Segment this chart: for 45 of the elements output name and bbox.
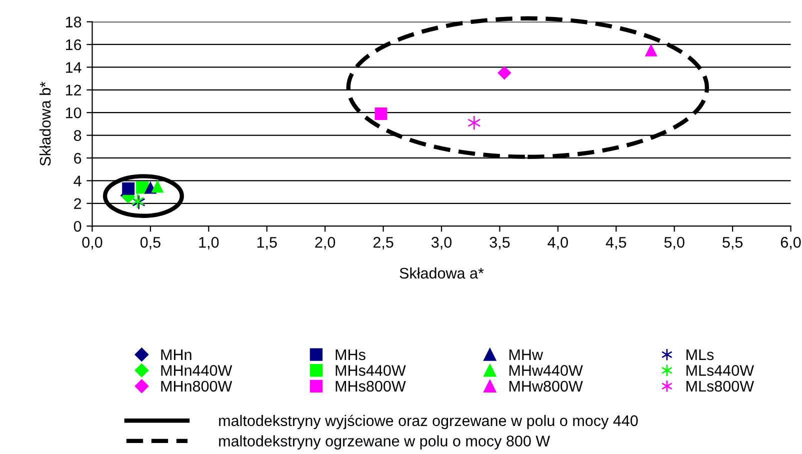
y-tick-label: 8 bbox=[74, 130, 82, 141]
point bbox=[497, 66, 512, 80]
legend-label: MLs bbox=[686, 349, 714, 360]
x-tick-label: 0,5 bbox=[140, 236, 160, 250]
y-tick-label: 16 bbox=[66, 39, 82, 50]
y-tick-label: 2 bbox=[74, 198, 82, 209]
y-tick-label: 12 bbox=[66, 84, 82, 96]
x-tick-label: 4,0 bbox=[548, 236, 568, 250]
y-tick-label: 14 bbox=[66, 62, 82, 73]
legend-label: MLs440W bbox=[686, 365, 754, 376]
x-tick-label: 4,5 bbox=[606, 237, 626, 250]
point bbox=[644, 44, 658, 56]
legend-label: MHw bbox=[509, 349, 544, 360]
text: maltodekstryny ogrzewane w polu o mocy 800 W bbox=[219, 435, 550, 450]
x-tick-label: 3,5 bbox=[490, 236, 510, 250]
x-tick-label: 2,5 bbox=[373, 236, 394, 250]
x-tick-label: 6,0 bbox=[780, 236, 801, 250]
x-tick-label: 1,5 bbox=[257, 237, 277, 250]
x-tick-label: 5,5 bbox=[722, 237, 743, 250]
x-tick-label: 2,0 bbox=[315, 236, 336, 250]
point bbox=[151, 180, 164, 193]
x-tick-label: 0,0 bbox=[82, 236, 102, 250]
y-tick-label: 10 bbox=[66, 107, 82, 118]
point bbox=[468, 116, 480, 130]
legend-label: MHn bbox=[161, 349, 192, 360]
legend-label: MHs bbox=[336, 349, 366, 360]
y-axis-title: Składowa b* bbox=[39, 82, 51, 166]
x-tick-label: 3,0 bbox=[431, 236, 452, 250]
y-tick-label: 4 bbox=[74, 176, 82, 186]
legend-label: MHn440W bbox=[161, 365, 232, 376]
legend-label: MLs800W bbox=[686, 380, 754, 392]
y-tick-label: 6 bbox=[74, 152, 82, 164]
legend-label: MHw800W bbox=[509, 380, 583, 392]
x-axis-title: Składowa a* bbox=[400, 267, 484, 279]
y-tick-label: 0 bbox=[74, 220, 82, 232]
x-tick-label: 1,0 bbox=[199, 236, 219, 250]
legend-label: MHn800W bbox=[161, 380, 232, 392]
point bbox=[374, 107, 388, 120]
point bbox=[122, 182, 135, 195]
legend-label: MHs440W bbox=[336, 365, 406, 376]
legend-label: MHs800W bbox=[336, 380, 406, 392]
y-tick-label: 18 bbox=[66, 16, 82, 28]
x-tick-label: 5,0 bbox=[664, 236, 684, 250]
legend-label: MHw440W bbox=[509, 365, 583, 376]
text: maltodekstryny wyjściowe oraz ogrzewane w polu o mocy 440 bbox=[219, 414, 638, 430]
